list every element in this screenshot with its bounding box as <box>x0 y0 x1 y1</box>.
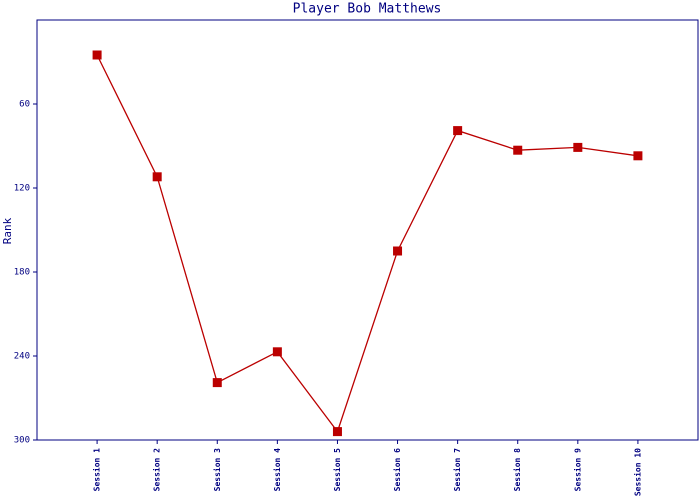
series-line <box>96 54 638 433</box>
x-tick-label: Session 9 <box>572 448 582 492</box>
x-tick-label: Session 6 <box>392 448 402 492</box>
x-tick-label: Session 5 <box>332 448 342 492</box>
point <box>633 151 643 161</box>
chart-title: Player Bob Matthews <box>293 2 442 17</box>
point <box>152 172 162 182</box>
point <box>272 347 282 357</box>
x-tick-label: Session 4 <box>272 448 282 492</box>
x-tick-label: Session 1 <box>92 448 102 492</box>
point <box>573 142 583 152</box>
x-tick-label: Session 2 <box>152 448 162 492</box>
y-tick-label: 240 <box>14 352 30 362</box>
y-tick-label: 60 <box>19 100 30 110</box>
plot-frame <box>36 19 699 441</box>
y-tick-label: 180 <box>14 268 30 278</box>
point <box>212 378 222 388</box>
point <box>92 50 102 60</box>
point <box>332 427 342 437</box>
x-tick-label: Session 8 <box>512 448 522 492</box>
y-tick-label: 300 <box>14 436 30 446</box>
point <box>453 126 463 136</box>
point <box>513 145 523 155</box>
point <box>393 246 403 256</box>
x-tick-label: Session 3 <box>212 448 222 492</box>
x-tick-label: Session 7 <box>452 448 462 492</box>
y-tick-label: 120 <box>14 184 30 194</box>
y-axis-label: Rank <box>1 217 14 244</box>
x-tick-label: Session 10 <box>632 448 642 496</box>
